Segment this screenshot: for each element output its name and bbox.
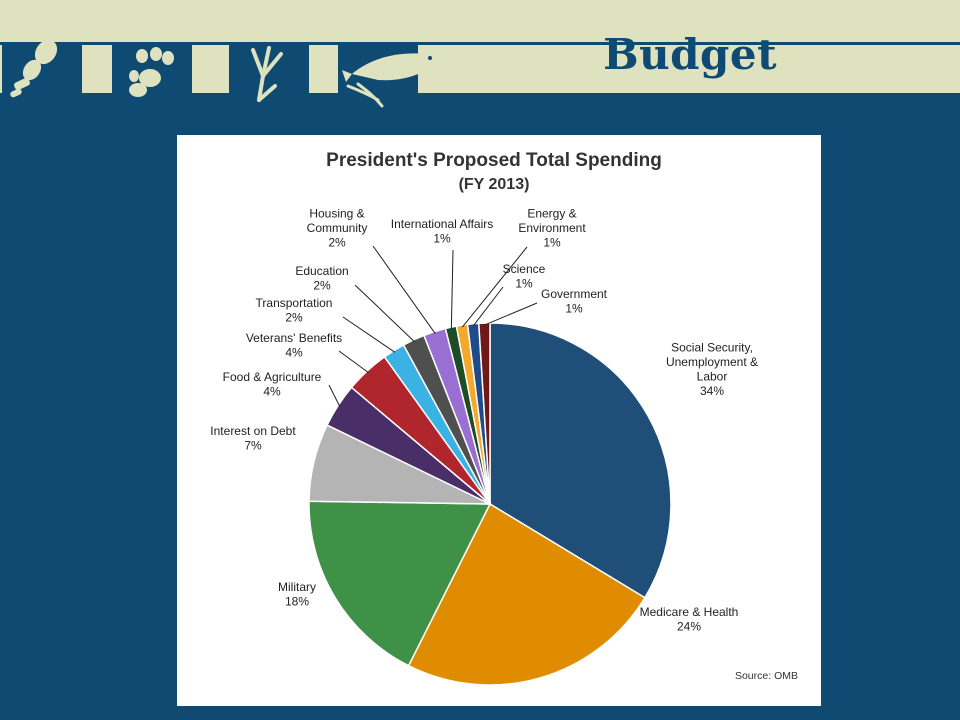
slice-label: Military 18% <box>278 580 316 609</box>
footprint-tile <box>2 39 82 98</box>
slice-label: Food & Agriculture 4% <box>223 370 322 399</box>
leader-line <box>372 245 436 334</box>
slice-label: Transportation 2% <box>256 296 333 325</box>
paw-icon <box>129 47 174 97</box>
slice-label: International Affairs 1% <box>391 217 494 246</box>
leader-line <box>354 284 415 343</box>
chart-title: President's Proposed Total Spending <box>326 150 662 171</box>
slice-label: Social Security, Unemployment & Labor 34% <box>666 340 758 398</box>
slide-title: Budget <box>603 30 777 79</box>
slice-label: Government 1% <box>541 287 608 316</box>
fish-icon <box>342 53 442 108</box>
footprint-icon <box>10 39 58 98</box>
source-note: Source: OMB <box>735 670 798 682</box>
slice-label: Housing & Community 2% <box>307 207 368 250</box>
slice-label: Education 2% <box>295 264 348 293</box>
header-stripe <box>0 42 960 45</box>
leader-line <box>342 316 396 353</box>
pie-slice <box>308 500 492 667</box>
leader-line <box>484 302 538 326</box>
fish-tile <box>338 44 442 108</box>
slice-labels: Social Security, Unemployment & Labor 34% Me… <box>210 207 758 634</box>
slice-label: Medicare & Health 24% <box>640 605 739 634</box>
pie-chart: President's Proposed Total Spending (FY … <box>210 150 798 686</box>
slice-label: Science 1% <box>503 262 546 291</box>
leader-line <box>472 286 504 327</box>
bird-track-tile <box>229 44 309 102</box>
leader-line <box>450 249 454 330</box>
slice-label: Veterans' Benefits 4% <box>246 331 342 360</box>
leader-line <box>461 246 528 328</box>
pie-slice <box>489 322 672 599</box>
slice-label: Energy & Environment 1% <box>518 207 586 250</box>
leader-lines <box>328 245 538 407</box>
chart-subtitle: (FY 2013) <box>459 176 530 193</box>
pie-slices <box>308 322 672 686</box>
slice-label: Interest on Debt 7% <box>210 424 296 453</box>
paw-tile <box>112 44 192 97</box>
leader-line <box>338 350 369 374</box>
chart-card: President's Proposed Total Spending (FY … <box>177 135 821 706</box>
leader-line <box>328 384 341 407</box>
bird-track-icon <box>251 46 283 102</box>
